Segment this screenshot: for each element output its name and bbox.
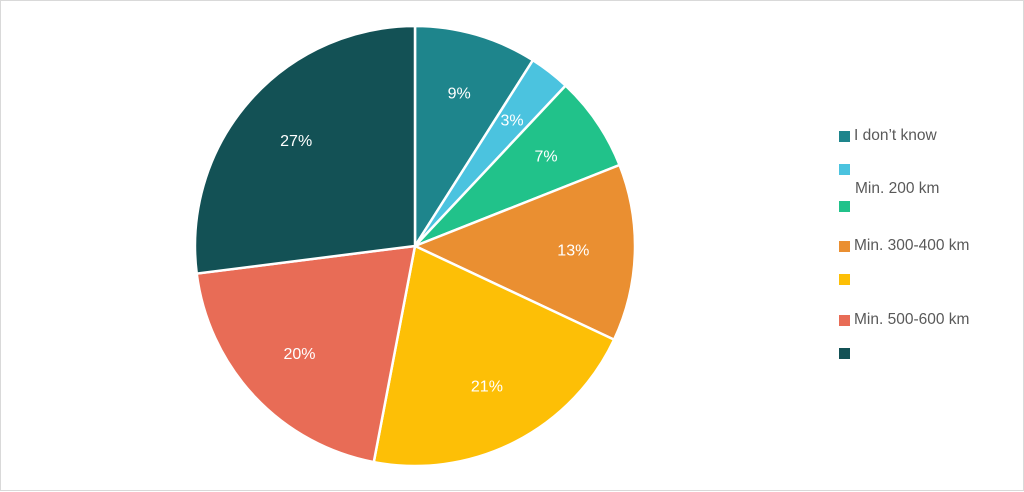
- legend-label-3: Min. 300-400 km: [854, 237, 970, 255]
- legend-swatch-4: [839, 274, 850, 286]
- legend-item-6: [839, 347, 850, 359]
- legend-swatch-2: [839, 200, 850, 212]
- legend-swatch-5: [839, 314, 850, 326]
- slice-data-label-1: 3%: [501, 112, 524, 129]
- legend-swatch-1: [839, 163, 850, 175]
- legend-swatch-3: [839, 240, 850, 252]
- legend-item-4: [839, 274, 850, 286]
- legend-item-5: Min. 500-600 km: [839, 311, 969, 329]
- pie-slice-0: [413, 24, 535, 251]
- slice-data-label-4: 21%: [471, 379, 503, 396]
- pie-slice-4: [372, 244, 616, 468]
- slice-data-label-0: 9%: [448, 85, 471, 102]
- legend-label-0: I don’t know: [854, 127, 937, 144]
- legend-item-1: Min. 200 km: [839, 163, 939, 197]
- legend-swatch-6: [839, 347, 850, 359]
- slice-data-label-5: 20%: [284, 346, 316, 363]
- legend-item-2: [839, 200, 850, 212]
- pie-data-labels: 9% 3% 7% 13% 21% 20% 27%: [280, 85, 589, 395]
- legend-item-3: Min. 300-400 km: [839, 237, 969, 255]
- pie-slice-5: [195, 244, 417, 464]
- slice-data-label-6: 27%: [280, 133, 312, 150]
- slice-data-label-3: 13%: [557, 242, 589, 259]
- pie-slice-6: [193, 24, 417, 275]
- legend-item-0: I don’t know: [839, 127, 937, 145]
- legend-swatch-0: [839, 130, 850, 142]
- pie-slices: [193, 24, 637, 468]
- slice-data-label-2: 7%: [534, 148, 557, 165]
- legend-label-5: Min. 500-600 km: [854, 311, 970, 328]
- legend-label-1: Min. 200 km: [855, 179, 940, 197]
- legend: I don’t know Min. 200 km Min. 300-400 km Mi…: [839, 1, 1019, 492]
- pie-slice-3: [411, 163, 637, 342]
